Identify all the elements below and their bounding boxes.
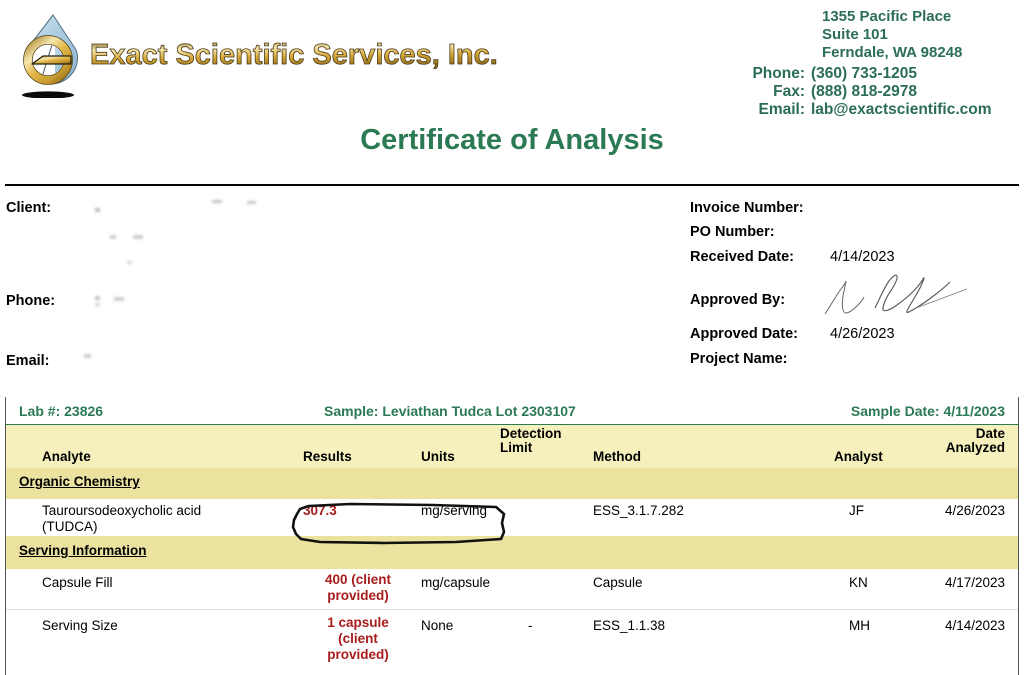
svg-text:Exact Scientific Services, Inc: Exact Scientific Services, Inc. <box>90 39 498 71</box>
